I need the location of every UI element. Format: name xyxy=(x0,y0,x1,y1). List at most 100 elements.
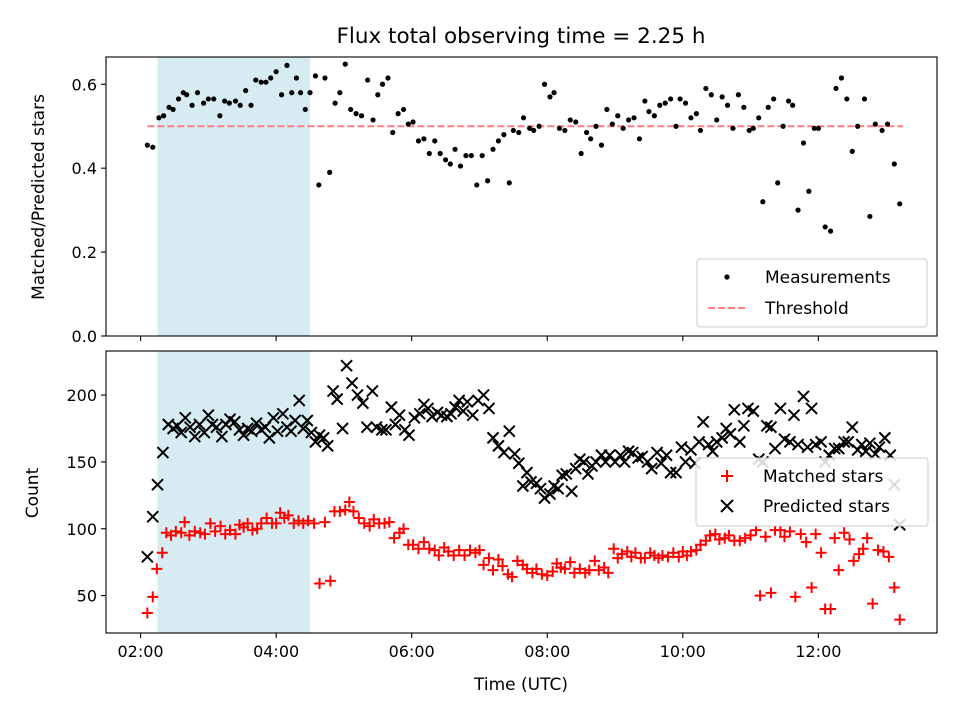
measurement-point xyxy=(322,75,328,81)
predicted-stars-point xyxy=(706,445,719,458)
measurement-point xyxy=(849,148,855,154)
measurement-point xyxy=(432,138,438,144)
predicted-stars-point xyxy=(210,420,223,434)
matched-stars-point xyxy=(829,532,841,544)
measurement-point xyxy=(673,123,679,129)
matched-stars-point xyxy=(175,527,187,539)
predicted-stars-point xyxy=(660,449,673,462)
measurement-point xyxy=(547,94,553,100)
matched-stars-point xyxy=(745,529,757,541)
measurement-point xyxy=(677,96,683,102)
matched-stars-point xyxy=(473,544,485,556)
measurement-point xyxy=(243,87,249,94)
predicted-stars-point xyxy=(175,426,188,439)
measurement-point xyxy=(646,108,652,115)
matched-stars-point xyxy=(593,564,605,576)
legend-threshold-label: Threshold xyxy=(764,299,849,319)
legend-predicted-label: Predicted stars xyxy=(763,497,890,517)
measurement-point xyxy=(184,92,190,98)
matched-stars-point xyxy=(347,505,359,517)
matched-stars-point xyxy=(765,587,777,599)
measurement-point xyxy=(263,79,269,85)
measurement-point xyxy=(872,121,878,127)
matched-stars-point xyxy=(861,532,873,544)
measurement-point xyxy=(760,199,766,205)
measurement-point xyxy=(588,136,594,142)
matched-stars-point xyxy=(778,531,790,543)
measurement-point xyxy=(795,207,801,213)
measurement-point xyxy=(897,201,903,207)
predicted-stars-point xyxy=(543,487,557,501)
matched-stars-point xyxy=(448,549,460,561)
predicted-stars-point xyxy=(271,424,284,438)
predicted-stars-point xyxy=(151,478,164,491)
measurement-point xyxy=(302,106,308,113)
measurement-point xyxy=(232,98,239,104)
measurement-point xyxy=(332,100,338,106)
measurement-point xyxy=(284,62,290,68)
predicted-stars-point xyxy=(497,446,511,459)
legend-measurements-label: Measurements xyxy=(765,268,891,288)
measurement-point xyxy=(724,102,731,108)
predicted-stars-point xyxy=(814,435,828,449)
measurement-point xyxy=(370,117,376,123)
predicted-stars-point xyxy=(715,431,729,445)
matched-stars-point xyxy=(810,528,822,540)
measurement-point xyxy=(222,98,228,104)
predicted-stars-point xyxy=(692,435,706,449)
predicted-stars-point xyxy=(263,431,276,445)
measurement-point xyxy=(719,94,725,100)
predicted-stars-point xyxy=(828,442,841,455)
matched-stars-point xyxy=(867,598,879,610)
measurement-point xyxy=(194,90,201,96)
predicted-stars-point xyxy=(508,447,521,461)
count-matched-layer xyxy=(141,496,906,626)
measurement-point xyxy=(379,81,386,87)
matched-stars-point xyxy=(255,517,267,529)
measurement-point xyxy=(520,115,527,121)
matched-stars-point xyxy=(800,536,812,548)
measurement-point xyxy=(217,113,223,119)
measurement-point xyxy=(457,163,464,169)
measurement-point xyxy=(620,125,626,131)
measurement-point xyxy=(337,90,343,96)
predicted-stars-point xyxy=(351,388,364,402)
predicted-stars-point xyxy=(448,400,462,414)
predicted-stars-point xyxy=(188,430,202,443)
predicted-stars-point xyxy=(305,426,318,439)
measurement-point xyxy=(855,123,861,129)
matched-stars-point xyxy=(156,547,168,559)
predicted-stars-point xyxy=(141,550,154,564)
ratio-y-axis: 0.0 0.2 0.4 0.6 xyxy=(72,75,106,346)
matched-stars-point xyxy=(314,578,326,590)
predicted-stars-point xyxy=(477,388,490,402)
matched-stars-point xyxy=(754,590,766,602)
predicted-stars-point xyxy=(356,396,370,410)
matched-stars-point xyxy=(418,536,430,548)
predicted-stars-point xyxy=(146,510,159,523)
predicted-stars-point xyxy=(202,408,215,422)
count-plot-frame xyxy=(105,350,938,634)
measurement-point xyxy=(604,106,610,113)
predicted-stars-point xyxy=(267,411,280,425)
measurement-point xyxy=(708,92,714,98)
measurement-point xyxy=(756,115,762,121)
predicted-stars-point xyxy=(284,424,298,438)
matched-stars-point xyxy=(383,516,395,528)
matched-stars-point xyxy=(343,496,355,508)
predicted-stars-point xyxy=(292,394,306,407)
measurement-point xyxy=(452,146,458,152)
predicted-stars-point xyxy=(837,435,851,449)
predicted-stars-point xyxy=(696,415,710,429)
measurement-point xyxy=(884,121,891,127)
predicted-stars-point xyxy=(863,437,877,450)
matched-stars-point xyxy=(319,516,331,528)
measurement-point xyxy=(833,85,839,92)
measurement-point xyxy=(501,132,507,138)
measurement-point xyxy=(316,182,322,188)
matched-stars-point xyxy=(282,509,294,521)
matched-stars-point xyxy=(379,517,391,529)
measurement-point xyxy=(578,150,584,157)
matched-stars-point xyxy=(246,524,258,536)
